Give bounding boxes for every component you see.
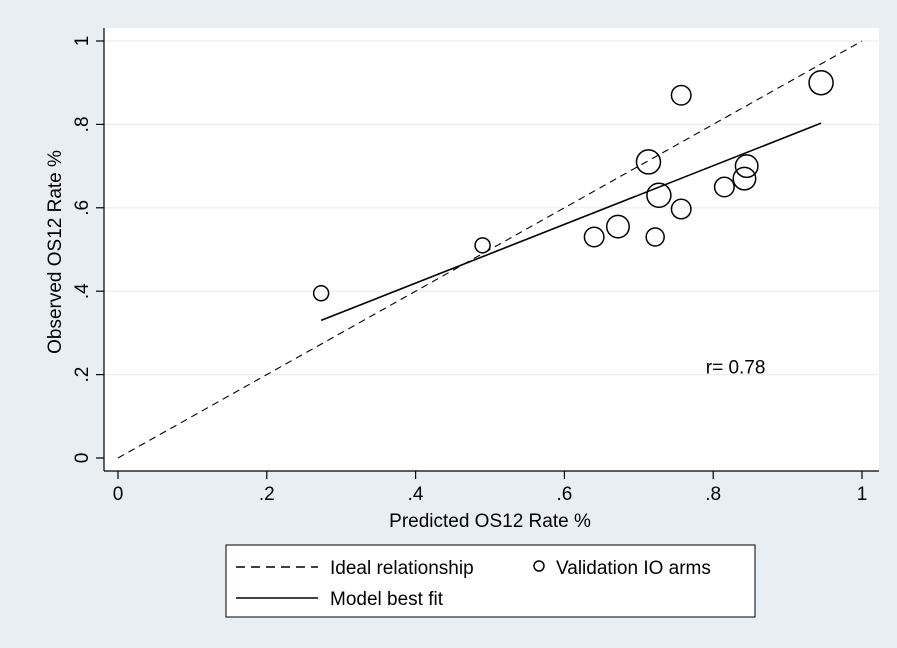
data-point-10 (732, 166, 757, 191)
model-best-fit-line (320, 122, 822, 322)
data-points (312, 69, 834, 302)
y-tick-label-1: .2 (72, 367, 93, 383)
y-tick-label-5: 1 (72, 36, 93, 47)
x-axis-label: Predicted OS12 Rate % (389, 511, 591, 532)
data-point-12 (808, 69, 834, 96)
data-point-3 (605, 214, 630, 239)
x-tick-label-2: .4 (408, 484, 424, 505)
data-point-2 (583, 226, 605, 248)
legend: Ideal relationship Validation IO arms Mo… (225, 544, 756, 618)
y-tick-label-0: 0 (72, 453, 93, 464)
y-tick-label-3: .6 (72, 200, 93, 216)
data-point-8 (670, 198, 692, 220)
data-point-7 (670, 84, 692, 106)
legend-box (225, 544, 756, 618)
plot-area (104, 28, 879, 471)
data-point-9 (713, 176, 735, 198)
data-point-0 (312, 285, 330, 302)
legend-label-validation: Validation IO arms (556, 558, 711, 579)
legend-label-ideal: Ideal relationship (330, 558, 474, 579)
legend-circle-icon (533, 560, 545, 572)
data-point-5 (645, 227, 665, 247)
y-axis-label: Observed OS12 Rate % (45, 150, 66, 354)
x-tick-label-1: .2 (259, 484, 275, 505)
grid-lines (104, 40, 879, 376)
legend-label-bestfit: Model best fit (330, 589, 444, 610)
y-tick-label-2: .4 (72, 283, 93, 299)
x-tick-label-4: .8 (705, 484, 721, 505)
data-point-6 (646, 182, 672, 209)
correlation-annotation: r= 0.78 (706, 357, 766, 378)
data-point-11 (734, 154, 759, 179)
x-tick-label-5: 1 (857, 484, 868, 505)
x-tick-label-0: 0 (113, 484, 124, 505)
data-point-1 (474, 237, 491, 254)
ideal-relationship-line (117, 40, 863, 459)
y-tick-label-4: .8 (72, 116, 93, 132)
axes: 0 .2 .4 .6 .8 1 0 .2 .4 .6 .8 1 (72, 28, 879, 505)
x-tick-label-3: .6 (556, 484, 572, 505)
data-point-4 (635, 149, 662, 175)
fit-lines (117, 40, 863, 459)
